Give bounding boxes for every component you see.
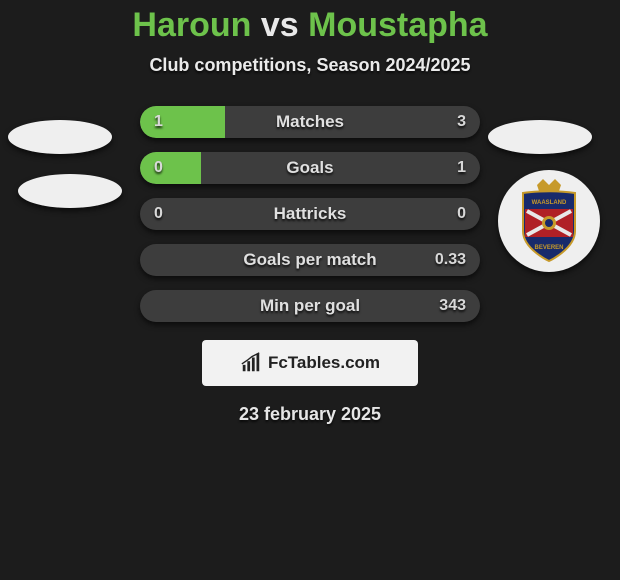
stat-value-right: 0	[457, 205, 466, 223]
stat-label: Hattricks	[274, 204, 347, 224]
stat-value-right: 3	[457, 113, 466, 131]
player2-club-crest: WAASLAND BEVEREN	[498, 170, 600, 272]
stat-value-left: 0	[154, 205, 163, 223]
stat-value-left: 0	[154, 159, 163, 177]
stat-label: Min per goal	[260, 296, 360, 316]
subtitle: Club competitions, Season 2024/2025	[0, 55, 620, 76]
player1-avatar	[8, 120, 112, 154]
stat-label: Goals per match	[243, 250, 376, 270]
player1-club-badge	[18, 174, 122, 208]
crown-icon	[537, 179, 561, 191]
bar-chart-icon	[240, 352, 262, 374]
stat-value-right: 1	[457, 159, 466, 177]
stat-label: Goals	[286, 158, 333, 178]
crest-graphic: WAASLAND BEVEREN	[513, 179, 585, 263]
title-player2: Moustapha	[308, 6, 487, 44]
stat-value-left: 1	[154, 113, 163, 131]
stat-bar-left-fill	[140, 106, 225, 138]
stat-bar-track: 1 3 Matches	[140, 106, 480, 138]
stat-bar-track: 0 0 Hattricks	[140, 198, 480, 230]
page-title: Haroun vs Moustapha	[0, 6, 620, 45]
title-player1: Haroun	[132, 6, 251, 44]
stat-value-right: 0.33	[435, 251, 466, 269]
crest-text-bottom: BEVEREN	[534, 245, 563, 251]
date-label: 23 february 2025	[0, 404, 620, 425]
attribution-text: FcTables.com	[268, 353, 380, 373]
stat-bar-track: 343 Min per goal	[140, 290, 480, 322]
stat-bar-track: 0.33 Goals per match	[140, 244, 480, 276]
title-vs: vs	[261, 6, 299, 44]
comparison-card: Haroun vs Moustapha Club competitions, S…	[0, 0, 620, 425]
crest-text-top: WAASLAND	[532, 200, 567, 206]
stat-row: 343 Min per goal	[0, 290, 620, 322]
stat-bar-left-fill	[140, 152, 201, 184]
attribution-badge: FcTables.com	[202, 340, 418, 386]
player2-avatar	[488, 120, 592, 154]
stat-bar-track: 0 1 Goals	[140, 152, 480, 184]
stat-label: Matches	[276, 112, 344, 132]
stat-value-right: 343	[439, 297, 466, 315]
